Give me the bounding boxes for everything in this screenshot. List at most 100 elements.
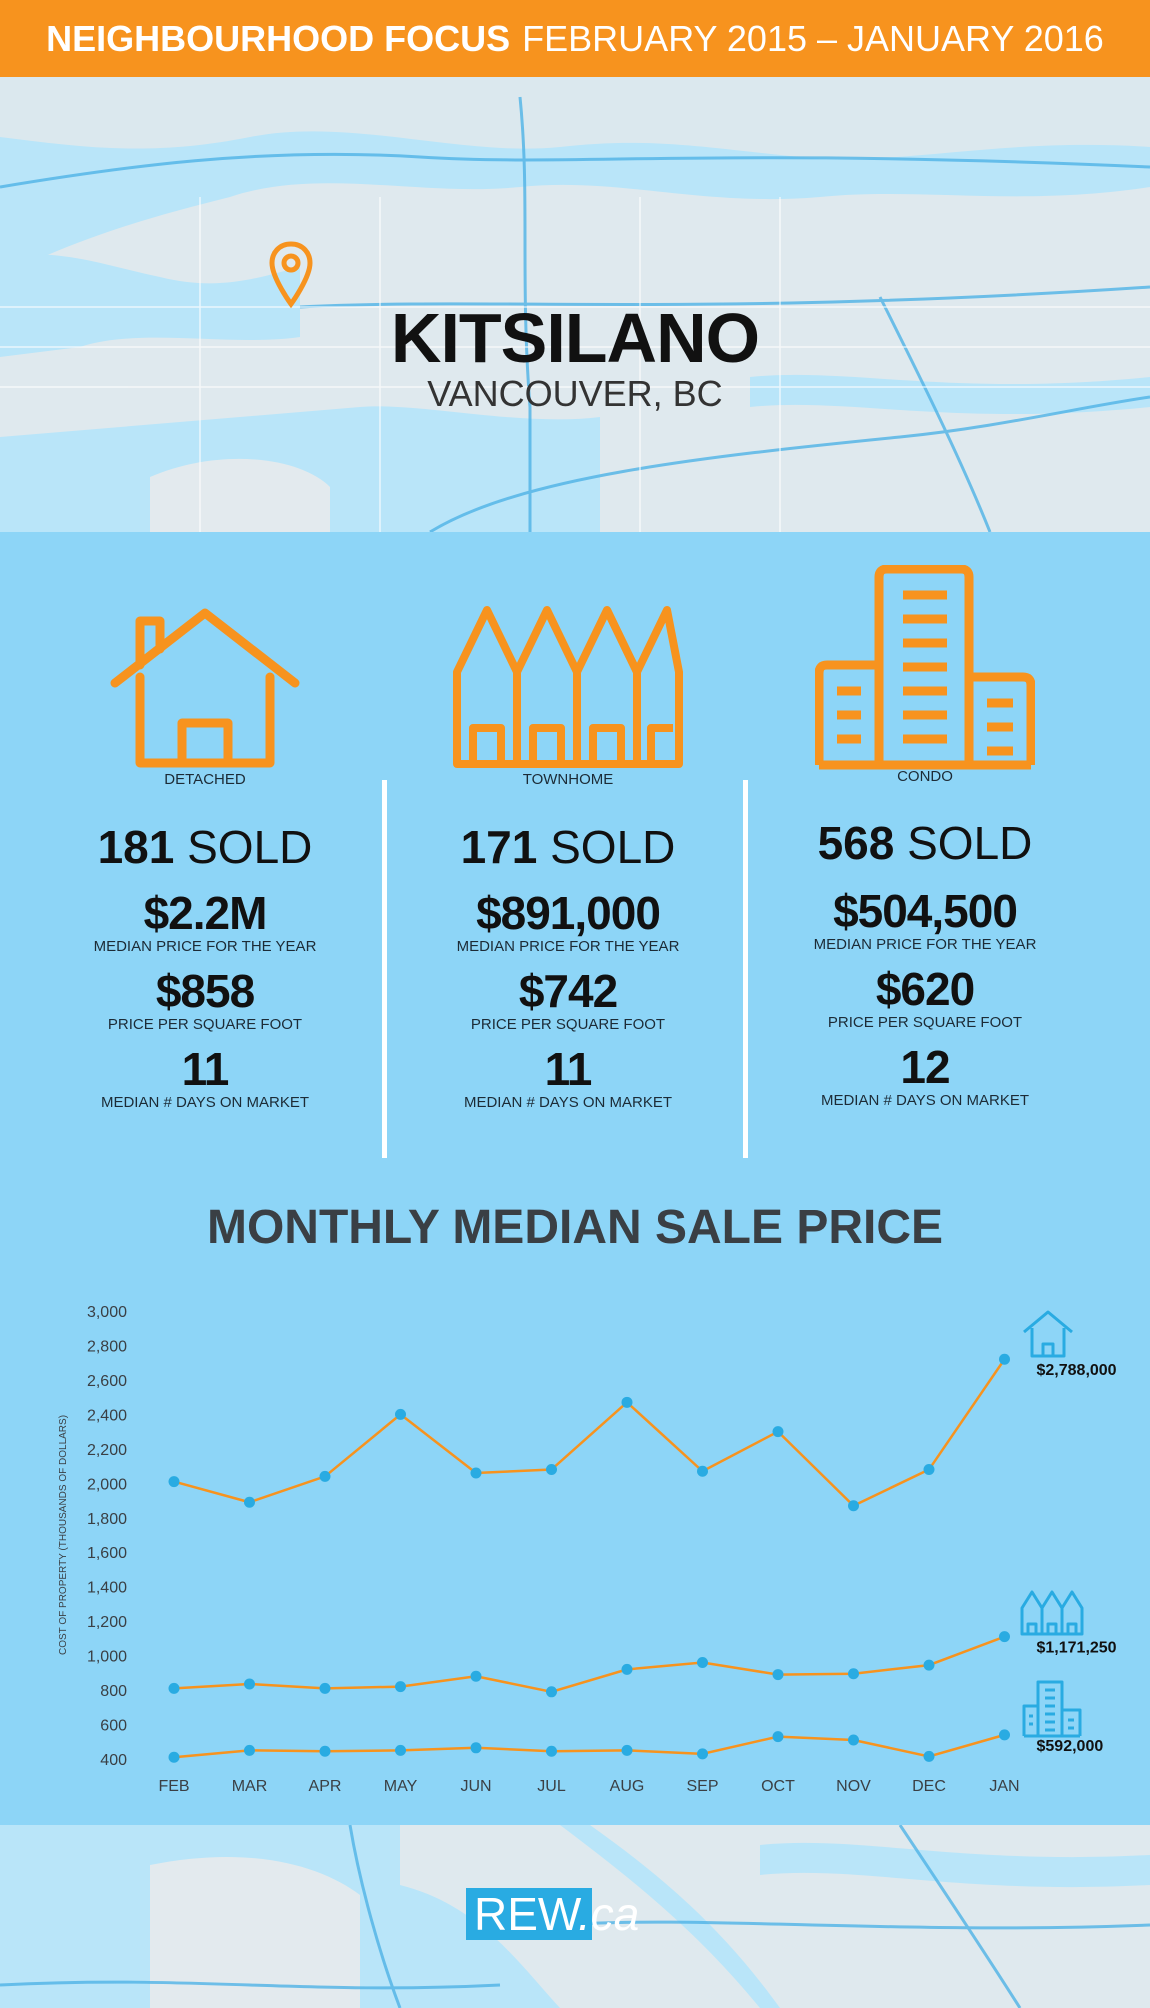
house-icon — [110, 608, 300, 768]
condo-median-price-label: MEDIAN PRICE FOR THE YEAR — [813, 936, 1037, 953]
townhome-median-price-label: MEDIAN PRICE FOR THE YEAR — [456, 938, 680, 955]
rew-logo: REW .ca — [466, 1886, 666, 1942]
condo-sold: 568 SOLD — [765, 816, 1085, 870]
neighbourhood-subtitle: VANCOUVER, BC — [427, 373, 723, 414]
y-tick-label: 1,800 — [87, 1511, 127, 1528]
data-point — [848, 1668, 859, 1680]
column-divider-left — [382, 780, 387, 1158]
data-point — [923, 1464, 935, 1476]
data-point — [470, 1467, 482, 1479]
x-tick-label: MAY — [384, 1778, 418, 1795]
neighbourhood-title: KITSILANO — [390, 299, 760, 377]
data-point — [319, 1470, 331, 1482]
condo-days-label: MEDIAN # DAYS ON MARKET — [820, 1092, 1030, 1109]
condo-median-price: $504,500 — [833, 885, 1018, 937]
townhome-sold-number: 171 — [460, 821, 538, 873]
y-tick-label: 2,800 — [87, 1338, 127, 1355]
detached-days: 11 — [181, 1043, 230, 1095]
data-point — [395, 1408, 406, 1420]
data-point — [848, 1500, 859, 1512]
y-tick-label: 2,000 — [87, 1476, 127, 1493]
y-axis: 400 600 800 1,000 1,200 1,400 1,600 1,800 2,000 2… — [58, 1304, 127, 1769]
house-icon — [1023, 1310, 1073, 1358]
data-point — [772, 1669, 784, 1681]
x-tick-label: NOV — [836, 1778, 871, 1795]
x-tick-label: JUL — [537, 1778, 566, 1795]
data-point — [999, 1729, 1010, 1741]
data-point — [168, 1682, 180, 1694]
y-tick-label: 2,400 — [87, 1407, 127, 1424]
y-tick-label: 400 — [100, 1752, 127, 1769]
condo-price-sqft: $620 — [875, 963, 975, 1015]
data-point — [244, 1744, 255, 1756]
townhome-label: TOWNHOME — [522, 771, 614, 788]
condo-price-sqft-label: PRICE PER SQUARE FOOT — [827, 1014, 1023, 1031]
townhome-sold-word: SOLD — [550, 821, 676, 873]
data-point — [697, 1748, 708, 1760]
x-axis: FEB MAR APR MAY JUN JUL AUG SEP OCT NOV DEC JAN — [158, 1778, 1019, 1795]
x-tick-label: AUG — [610, 1778, 645, 1795]
detached-sold-number: 181 — [97, 821, 175, 873]
y-tick-label: 3,000 — [87, 1304, 127, 1321]
column-divider-right — [743, 780, 748, 1158]
y-tick-label: 800 — [100, 1683, 127, 1700]
data-point — [168, 1476, 180, 1488]
detached-median-price: $2.2M — [143, 887, 268, 939]
detached-days-label: MEDIAN # DAYS ON MARKET — [100, 1094, 310, 1111]
data-point — [244, 1496, 255, 1508]
x-tick-label: FEB — [158, 1778, 189, 1795]
y-tick-label: 2,600 — [87, 1373, 127, 1390]
data-point — [319, 1745, 331, 1757]
y-tick-label: 1,200 — [87, 1614, 127, 1631]
detached-sold: 181 SOLD — [45, 820, 365, 874]
detached-sold-word: SOLD — [187, 821, 313, 873]
detached-price-sqft-label: PRICE PER SQUARE FOOT — [107, 1016, 303, 1033]
map-background-top — [0, 77, 1150, 532]
data-point — [999, 1353, 1010, 1365]
data-point — [621, 1396, 633, 1408]
end-icons — [1020, 1310, 1084, 1738]
logo-text-suffix: .ca — [578, 1888, 639, 1940]
logo-text-main: REW — [474, 1888, 582, 1940]
x-tick-label: MAR — [232, 1778, 268, 1795]
header-title-light: FEBRUARY 2015 – JANUARY 2016 — [522, 17, 1104, 59]
condo-icon — [815, 565, 1035, 770]
x-tick-label: APR — [309, 1778, 342, 1795]
townhome-median-price: $891,000 — [476, 887, 661, 939]
series-line — [173, 1733, 1005, 1759]
data-point — [848, 1734, 859, 1746]
x-tick-label: OCT — [761, 1778, 795, 1795]
data-point — [546, 1745, 557, 1757]
series-line — [173, 1635, 1005, 1694]
data-point — [621, 1744, 633, 1756]
data-point — [168, 1751, 180, 1763]
series-layer: $2,788,000 $1,171,250 $592,000 — [168, 1353, 1117, 1763]
y-tick-label: 2,200 — [87, 1442, 127, 1459]
y-tick-label: 1,400 — [87, 1580, 127, 1597]
detached-price-sqft: $858 — [155, 965, 255, 1017]
data-point — [999, 1631, 1010, 1643]
townhome-icon — [453, 606, 683, 768]
condo-label: CONDO — [897, 768, 953, 785]
detached-median-price-label: MEDIAN PRICE FOR THE YEAR — [93, 938, 317, 955]
series-line — [173, 1358, 1006, 1508]
data-point — [470, 1670, 482, 1682]
x-tick-label: JAN — [989, 1778, 1019, 1795]
series-end-label: $592,000 — [1037, 1738, 1104, 1755]
header-banner: NEIGHBOURHOOD FOCUS FEBRUARY 2015 – JANU… — [0, 0, 1150, 77]
townhome-days: 11 — [544, 1043, 593, 1095]
y-tick-label: 600 — [100, 1718, 127, 1735]
chart-title: MONTHLY MEDIAN SALE PRICE — [206, 1201, 944, 1254]
data-point — [244, 1678, 255, 1690]
x-tick-label: SEP — [686, 1778, 718, 1795]
x-tick-label: DEC — [912, 1778, 946, 1795]
townhome-days-label: MEDIAN # DAYS ON MARKET — [463, 1094, 673, 1111]
condo-icon — [1022, 1680, 1082, 1738]
y-axis-label: COST OF PROPERTY (THOUSANDS OF DOLLARS) — [58, 1415, 69, 1655]
townhome-icon — [1020, 1590, 1084, 1636]
data-point — [772, 1426, 784, 1438]
y-tick-label: 1,600 — [87, 1545, 127, 1562]
data-point — [546, 1686, 557, 1698]
series-end-label: $1,171,250 — [1037, 1640, 1117, 1657]
detached-label: DETACHED — [164, 771, 246, 788]
